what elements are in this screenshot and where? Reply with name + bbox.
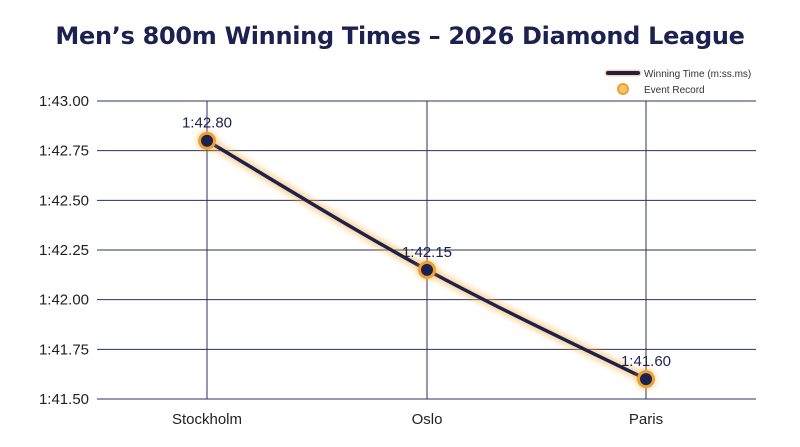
y-tick-label-3: 1:42.25 (39, 242, 89, 259)
legend: Winning Time (m:ss.ms) Event Record (604, 69, 751, 96)
y-tick-label-6: 1:43.00 (39, 93, 89, 110)
legend-label-series: Winning Time (m:ss.ms) (644, 69, 751, 80)
y-tick-label-4: 1:42.50 (39, 192, 89, 209)
x-tick-label-paris: Paris (629, 411, 663, 428)
x-axis-tick-labels: Stockholm Oslo Paris (172, 411, 663, 428)
data-label-2: 1:41.60 (621, 353, 671, 370)
x-tick-label-oslo: Oslo (412, 411, 443, 428)
legend-marker-swatch (617, 83, 629, 95)
y-tick-label-1: 1:41.75 (39, 341, 89, 358)
data-labels: 1:42.80 1:42.15 1:41.60 (182, 115, 671, 370)
series-winning-time (196, 129, 657, 391)
chart-title: Men’s 800m Winning Times – 2026 Diamond … (55, 22, 745, 50)
y-axis-tick-labels: 1:41.50 1:41.75 1:42.00 1:42.25 1:42.50 1:42.… (39, 93, 89, 408)
data-point-2 (637, 370, 655, 389)
data-point-1 (418, 260, 436, 279)
data-label-1: 1:42.15 (402, 244, 452, 261)
data-point-0 (198, 131, 216, 150)
y-tick-label-2: 1:42.00 (39, 292, 89, 309)
legend-label-record: Event Record (644, 85, 705, 96)
x-tick-label-stockholm: Stockholm (172, 411, 242, 428)
y-tick-label-5: 1:42.75 (39, 143, 89, 160)
data-label-0: 1:42.80 (182, 115, 232, 132)
y-tick-label-0: 1:41.50 (39, 391, 89, 408)
